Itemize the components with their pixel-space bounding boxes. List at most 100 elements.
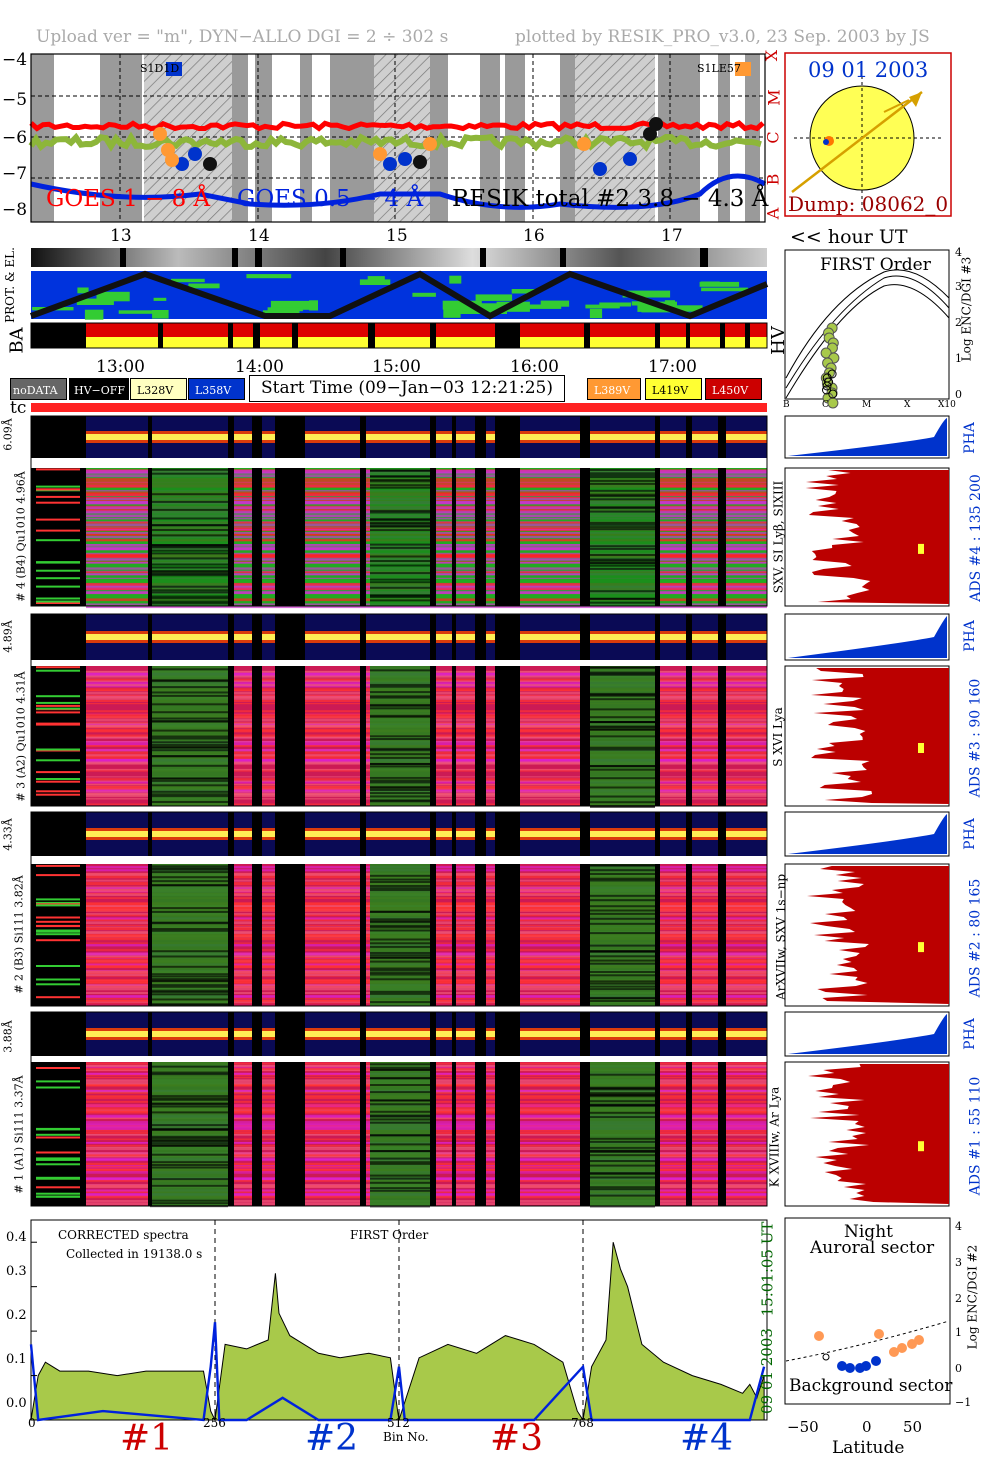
fo-ytick-3: 3 <box>955 280 962 293</box>
saa-row <box>370 1143 430 1146</box>
saa-row <box>150 468 228 471</box>
gap-row <box>36 790 80 793</box>
saa-row <box>590 912 655 915</box>
saa-row <box>590 469 655 471</box>
pha-gap <box>430 1012 436 1056</box>
spectrogram-gap <box>686 468 692 606</box>
saa-row <box>150 801 228 803</box>
saa-row <box>370 885 430 887</box>
fo-ytick-0: 0 <box>955 388 962 401</box>
prot-green-patch <box>77 287 89 294</box>
saa-row <box>150 929 228 932</box>
pha-gap <box>228 1012 234 1056</box>
orbit-track <box>791 91 923 193</box>
channel-label-4: #4 <box>680 1418 734 1459</box>
ch1-ion-label: K XVIIIw, Ar Lya <box>767 1086 782 1188</box>
hv-off-block <box>686 323 690 348</box>
hour-ut-label: << hour UT <box>790 226 908 248</box>
spectrogram-gap <box>475 864 486 1006</box>
saa-row <box>150 1166 228 1169</box>
goes-ytick-3: −6 <box>2 128 28 148</box>
saa-row <box>590 777 655 780</box>
saa-row <box>370 555 430 558</box>
gap-row <box>36 1163 80 1166</box>
saa-row <box>370 1189 430 1192</box>
saa-row <box>370 1187 430 1190</box>
saa-row <box>590 554 655 556</box>
spectrogram-gap <box>252 666 262 806</box>
saa-row <box>370 971 430 974</box>
pha-gap <box>718 614 726 660</box>
saa-row <box>150 572 228 575</box>
gap-row <box>36 707 80 710</box>
auroral-point <box>897 1343 907 1353</box>
gap-row <box>36 1186 80 1189</box>
aurora-auroral: Auroral sector <box>810 1238 935 1258</box>
prot-green-patch <box>153 297 167 301</box>
saa-row <box>590 917 655 920</box>
saa-row <box>150 735 228 738</box>
saa-row <box>150 950 228 953</box>
saa-row <box>590 962 655 965</box>
gap-row <box>36 920 80 923</box>
time-1400: 14:00 <box>235 357 284 377</box>
gap-row <box>36 939 80 942</box>
pha-gap <box>495 812 520 856</box>
spectrogram-gap <box>275 1062 305 1206</box>
saa-row <box>370 714 430 717</box>
gap-row <box>36 759 80 762</box>
pha-gap <box>148 812 152 856</box>
pha-gap <box>228 614 234 660</box>
aurora-panel <box>784 1217 951 1405</box>
saa-row <box>150 557 228 560</box>
ads-hist <box>811 668 949 804</box>
saa-row <box>150 975 228 978</box>
orbit-arrow <box>909 92 922 107</box>
gap-row <box>36 864 80 867</box>
saa-row <box>150 1202 228 1205</box>
spec-ytick-03: 0.3 <box>6 1264 27 1279</box>
saa-row <box>150 591 228 594</box>
channel-frame <box>30 1011 768 1207</box>
time-1500: 15:00 <box>372 357 421 377</box>
spectrogram-gap <box>495 1062 520 1206</box>
legend-l358v: L358V <box>188 378 245 400</box>
saa-row <box>370 738 430 740</box>
status-strips <box>29 248 769 349</box>
saa-row <box>590 786 655 789</box>
saa-row <box>150 880 228 883</box>
header-right: plotted by RESIK_PRO_v3.0, 23 Sep. 2003 … <box>515 27 930 47</box>
saa-row <box>150 793 228 796</box>
saa-row <box>150 570 228 572</box>
channel-frame <box>30 415 768 607</box>
pha-gap <box>275 812 305 856</box>
spectrogram-gap <box>580 864 590 1006</box>
spectrogram-gap <box>580 1062 590 1206</box>
saa-row <box>590 899 655 902</box>
saa-row <box>370 572 430 575</box>
saa-row <box>370 924 430 927</box>
saa-row <box>370 511 430 514</box>
prot-green-patch <box>412 292 436 297</box>
saa-row <box>590 510 655 513</box>
spectrogram-gap <box>148 468 152 606</box>
first-order-title: FIRST Order <box>820 255 931 275</box>
spec-ytick-01: 0.1 <box>6 1352 27 1367</box>
saa-row <box>150 746 228 748</box>
saa-row <box>590 673 655 676</box>
gap-row <box>36 1157 80 1160</box>
spectrogram-gap <box>430 468 436 606</box>
spec-xtick-0: 0 <box>28 1416 36 1430</box>
goes-class-b: B <box>763 173 783 186</box>
saa-row <box>590 955 655 958</box>
first-order-point-open <box>822 381 832 391</box>
gap-row <box>36 903 80 906</box>
saa-row <box>150 544 228 547</box>
ch4-left-label: # 4 (B4) Qu1010 4.96Å <box>14 471 28 602</box>
saa-row <box>150 784 228 787</box>
prot-green-patch <box>443 308 461 318</box>
saa-row <box>370 735 430 738</box>
spectrogram-gap <box>475 1062 486 1206</box>
spec-title-1: CORRECTED spectra <box>58 1228 189 1242</box>
gap-row <box>36 930 80 933</box>
